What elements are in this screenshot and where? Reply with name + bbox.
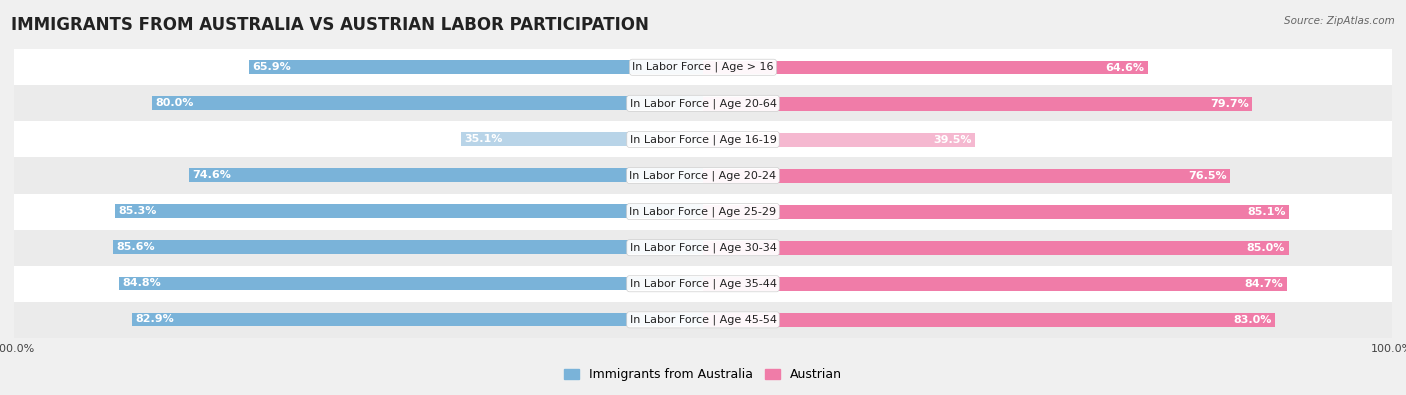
Bar	[703, 205, 1289, 219]
Bar	[703, 241, 1289, 255]
Bar	[132, 312, 703, 326]
Text: Source: ZipAtlas.com: Source: ZipAtlas.com	[1284, 16, 1395, 26]
Bar	[703, 169, 1230, 183]
Text: IMMIGRANTS FROM AUSTRALIA VS AUSTRIAN LABOR PARTICIPATION: IMMIGRANTS FROM AUSTRALIA VS AUSTRIAN LA…	[11, 16, 650, 34]
Bar	[14, 49, 1392, 85]
Text: 85.3%: 85.3%	[118, 206, 157, 216]
Text: 35.1%: 35.1%	[464, 134, 503, 144]
Bar	[461, 132, 703, 146]
Bar	[118, 276, 703, 290]
Text: In Labor Force | Age > 16: In Labor Force | Age > 16	[633, 62, 773, 73]
Text: In Labor Force | Age 30-34: In Labor Force | Age 30-34	[630, 243, 776, 253]
Text: In Labor Force | Age 16-19: In Labor Force | Age 16-19	[630, 134, 776, 145]
Text: 82.9%: 82.9%	[135, 314, 174, 324]
Text: 79.7%: 79.7%	[1211, 99, 1249, 109]
Bar	[14, 266, 1392, 302]
Text: 84.7%: 84.7%	[1244, 279, 1284, 289]
Bar	[14, 194, 1392, 229]
Text: 85.6%: 85.6%	[117, 242, 155, 252]
Text: In Labor Force | Age 25-29: In Labor Force | Age 25-29	[630, 206, 776, 217]
Bar	[14, 121, 1392, 158]
Bar	[14, 302, 1392, 338]
Bar	[703, 133, 976, 147]
Text: 65.9%: 65.9%	[253, 62, 291, 72]
Text: In Labor Force | Age 45-54: In Labor Force | Age 45-54	[630, 314, 776, 325]
Text: 84.8%: 84.8%	[122, 278, 160, 288]
Text: In Labor Force | Age 20-24: In Labor Force | Age 20-24	[630, 170, 776, 181]
Bar	[703, 277, 1286, 291]
Bar	[188, 168, 703, 182]
Bar	[249, 60, 703, 74]
Text: 85.0%: 85.0%	[1247, 243, 1285, 253]
Bar	[703, 313, 1275, 327]
Text: 74.6%: 74.6%	[193, 170, 232, 180]
Bar	[14, 158, 1392, 194]
Bar	[115, 204, 703, 218]
Text: 64.6%: 64.6%	[1105, 63, 1144, 73]
Bar	[14, 85, 1392, 121]
Bar	[152, 96, 703, 110]
Legend: Immigrants from Australia, Austrian: Immigrants from Australia, Austrian	[558, 363, 848, 386]
Text: 39.5%: 39.5%	[934, 135, 972, 145]
Bar	[703, 61, 1149, 75]
Text: 80.0%: 80.0%	[155, 98, 194, 108]
Text: 76.5%: 76.5%	[1188, 171, 1226, 181]
Bar	[14, 229, 1392, 266]
Bar	[703, 97, 1253, 111]
Text: In Labor Force | Age 35-44: In Labor Force | Age 35-44	[630, 278, 776, 289]
Text: 83.0%: 83.0%	[1233, 315, 1271, 325]
Bar	[114, 241, 703, 254]
Text: In Labor Force | Age 20-64: In Labor Force | Age 20-64	[630, 98, 776, 109]
Text: 85.1%: 85.1%	[1247, 207, 1286, 217]
